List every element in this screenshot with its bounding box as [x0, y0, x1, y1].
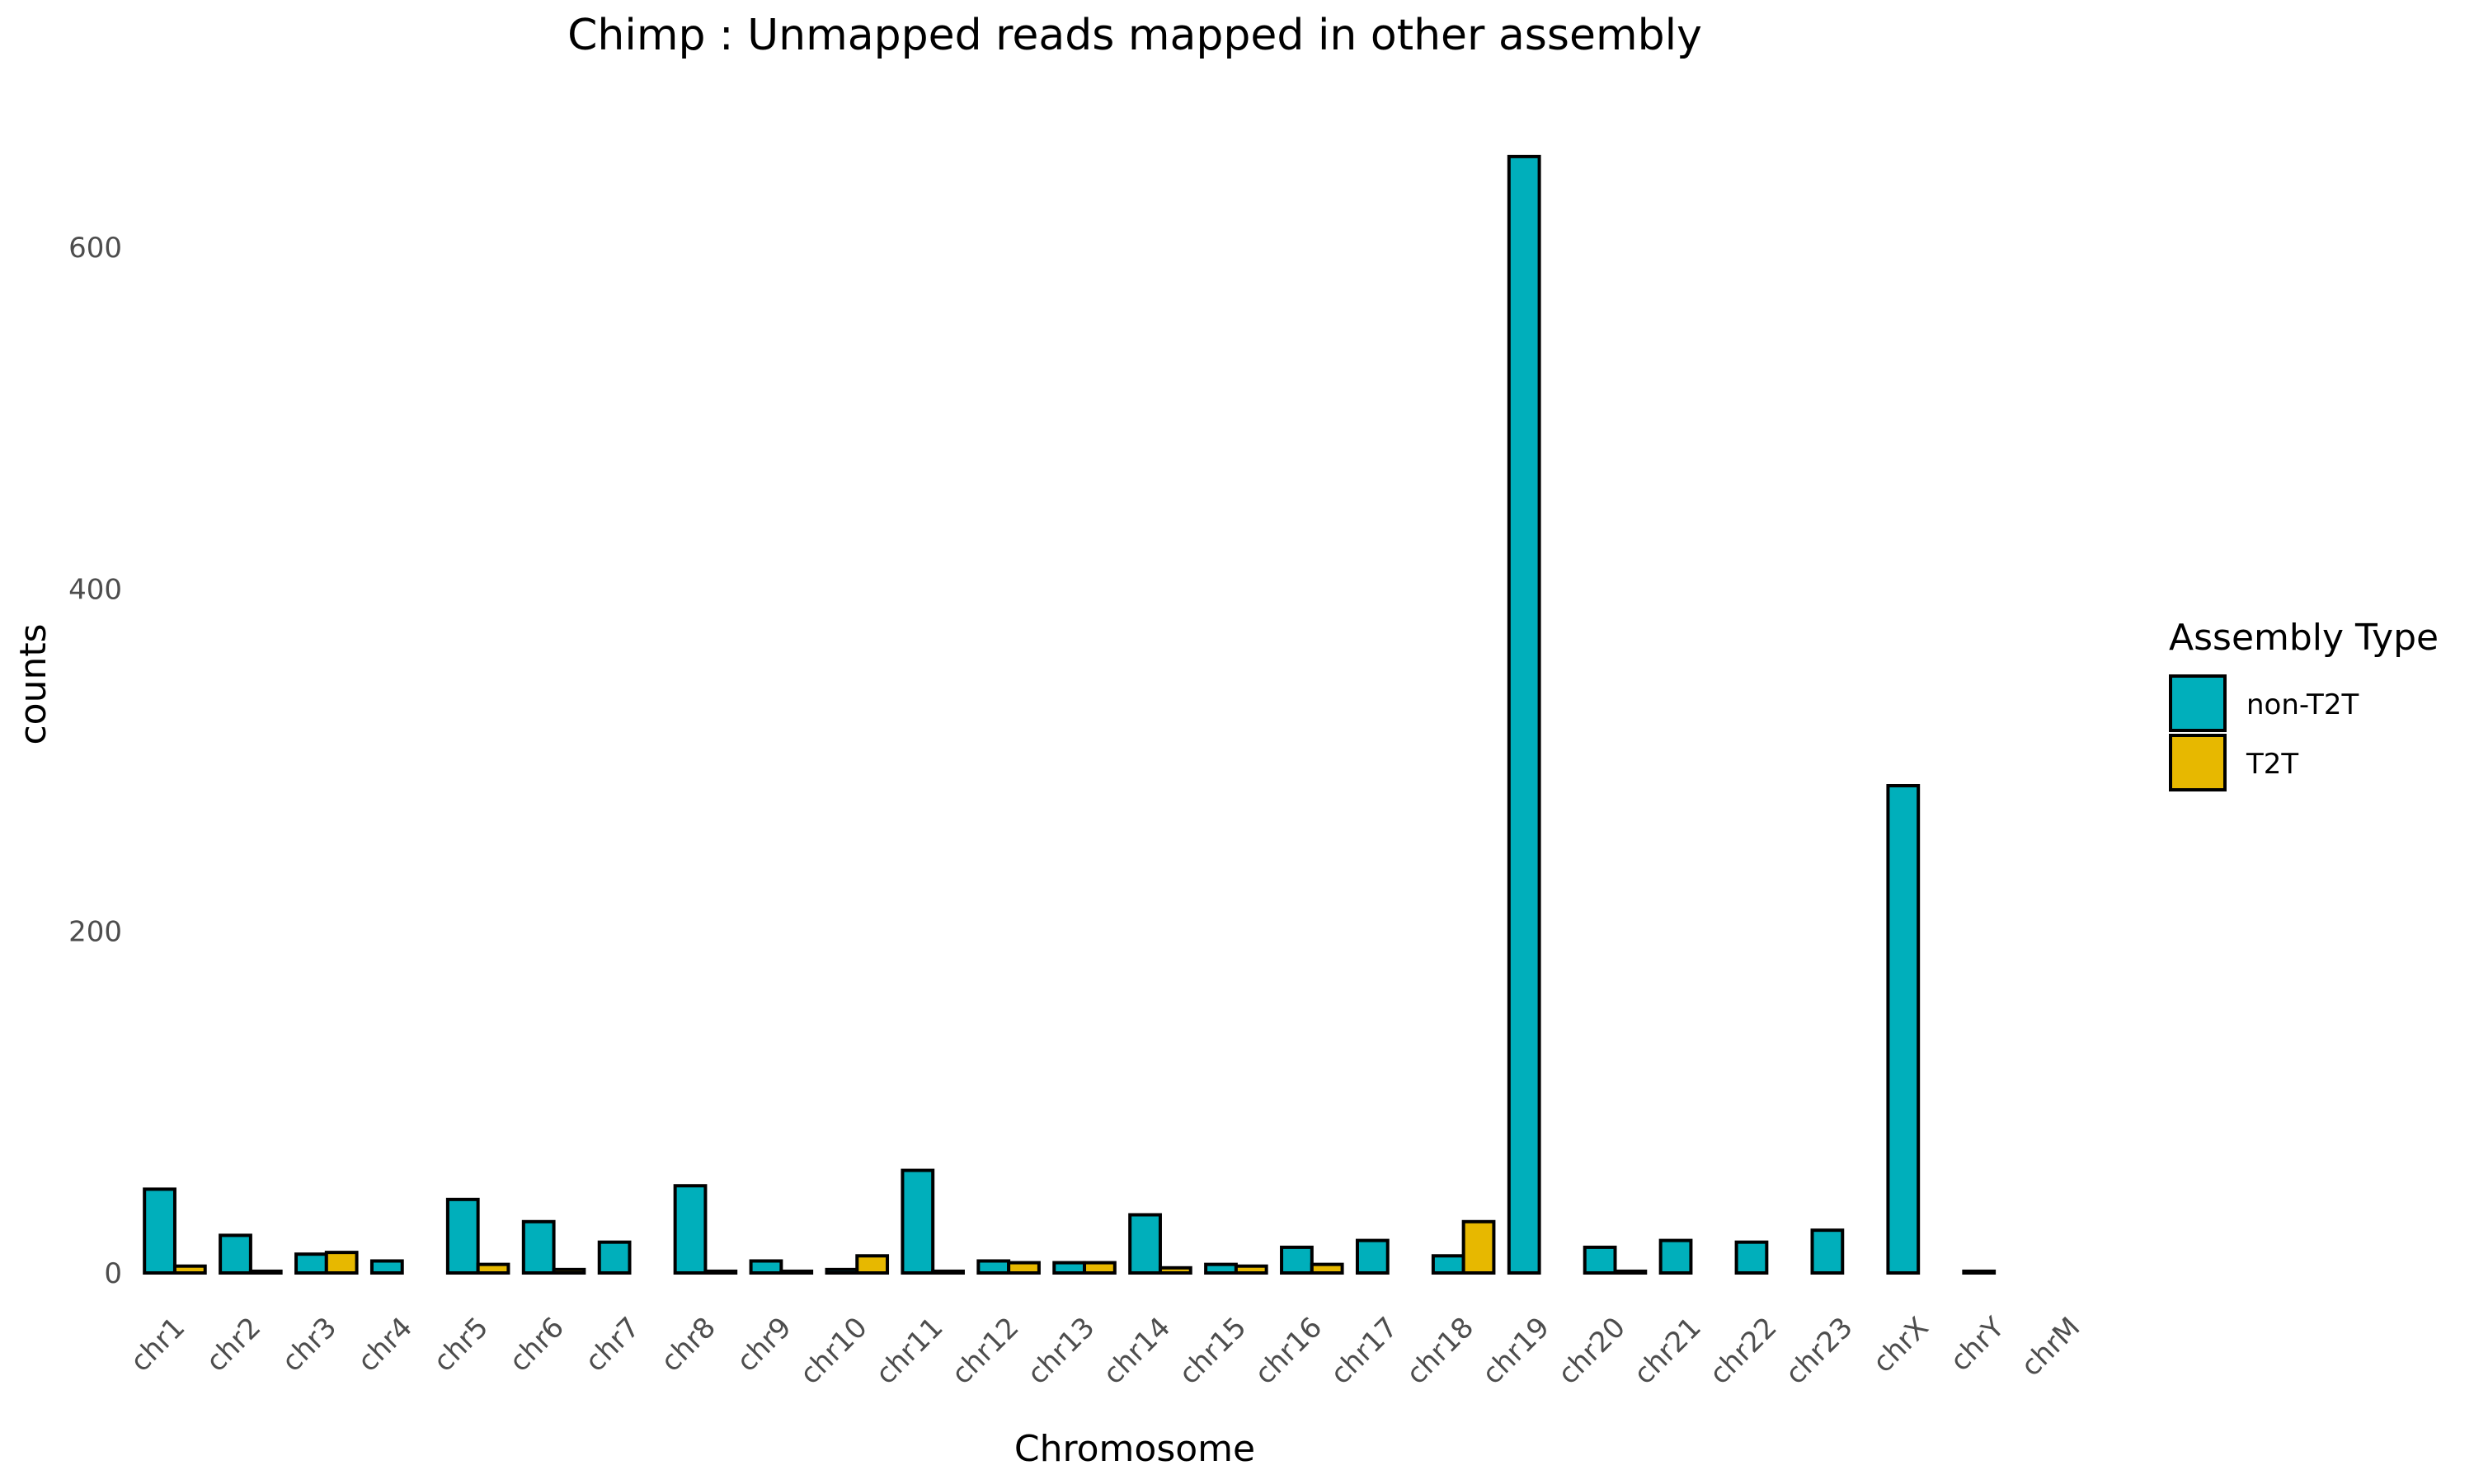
bar-non-t2t-chr18 [1431, 1254, 1465, 1275]
y-axis-title: counts [12, 623, 54, 744]
bar-non-t2t-chr10 [825, 1267, 859, 1275]
bar-t2t-chr18 [1461, 1219, 1496, 1275]
bar-t2t-chr3 [324, 1251, 359, 1275]
bar-non-t2t-chr1 [143, 1187, 176, 1275]
chart-title: Chimp : Unmapped reads mapped in other a… [567, 11, 1702, 60]
legend-label-t2t: T2T [2246, 748, 2298, 781]
x-tick-label-chr19: chr19 [1476, 1311, 1556, 1391]
bar-non-t2t-chrY [1962, 1269, 1997, 1275]
bar-non-t2t-chr8 [673, 1184, 708, 1275]
x-tick-label-chr6: chr6 [503, 1311, 571, 1378]
bar-non-t2t-chr2 [219, 1233, 252, 1275]
bar-t2t-chr11 [931, 1269, 965, 1275]
x-tick-label-chr9: chr9 [731, 1311, 798, 1378]
bar-t2t-chr2 [248, 1269, 283, 1275]
bar-non-t2t-chr17 [1355, 1238, 1390, 1275]
x-tick-label-chr23: chr23 [1779, 1311, 1859, 1391]
bar-t2t-chr6 [552, 1267, 586, 1275]
y-tick-label-400: 400 [68, 574, 122, 607]
bar-t2t-chr12 [1007, 1261, 1041, 1275]
x-tick-label-chr7: chr7 [579, 1311, 647, 1378]
x-tick-label-chr21: chr21 [1628, 1311, 1708, 1391]
x-tick-label-chr16: chr16 [1249, 1311, 1329, 1391]
legend-swatch-t2t [2169, 734, 2227, 791]
x-tick-label-chr5: chr5 [427, 1311, 495, 1378]
legend-title: Assembly Type [2169, 617, 2439, 659]
y-tick-label-600: 600 [68, 232, 122, 265]
bar-non-t2t-chr19 [1507, 154, 1541, 1275]
x-tick-label-chr4: chr4 [351, 1311, 419, 1378]
x-tick-label-chr22: chr22 [1703, 1311, 1783, 1391]
bar-non-t2t-chr12 [976, 1259, 1011, 1275]
bar-non-t2t-chr11 [901, 1168, 935, 1275]
x-tick-label-chrY: chrY [1944, 1311, 2011, 1378]
x-tick-label-chrX: chrX [1866, 1311, 1935, 1379]
bar-non-t2t-chr20 [1583, 1245, 1617, 1275]
bar-t2t-chr5 [476, 1262, 510, 1275]
y-tick-label-200: 200 [68, 915, 122, 948]
bar-non-t2t-chr21 [1658, 1238, 1693, 1275]
bar-t2t-chr14 [1158, 1266, 1192, 1275]
x-tick-label-chr8: chr8 [655, 1311, 722, 1378]
bar-t2t-chr13 [1083, 1261, 1117, 1275]
x-tick-label-chr10: chr10 [793, 1311, 873, 1391]
bar-non-t2t-chrX [1886, 784, 1921, 1275]
bar-non-t2t-chr6 [521, 1219, 556, 1275]
bar-non-t2t-chr7 [597, 1240, 632, 1275]
x-tick-label-chr12: chr12 [945, 1311, 1025, 1391]
bars-layer [143, 154, 1997, 1275]
bar-non-t2t-chr16 [1280, 1245, 1314, 1275]
bar-non-t2t-chr14 [1128, 1213, 1162, 1275]
bar-non-t2t-chr3 [294, 1252, 328, 1275]
x-tick-label-chr3: chr3 [275, 1311, 343, 1378]
bar-non-t2t-chr9 [749, 1259, 783, 1275]
y-axis-ticks: 0 200 400 600 [68, 232, 122, 1290]
bar-non-t2t-chr23 [1810, 1228, 1845, 1275]
x-tick-label-chr11: chr11 [869, 1311, 949, 1391]
x-tick-label-chr18: chr18 [1400, 1311, 1480, 1391]
bar-non-t2t-chr22 [1734, 1240, 1769, 1275]
legend-label-non-t2t: non-T2T [2246, 688, 2359, 721]
x-axis-ticks: chr1 chr2 chr3 chr4 chr5 chr6 chr7 chr8 chr9chr1… [124, 1311, 2086, 1391]
bar-t2t-chr1 [172, 1264, 207, 1275]
legend: Assembly Type non-T2T T2T [2169, 617, 2439, 791]
bar-t2t-chr16 [1310, 1262, 1344, 1275]
bar-t2t-chr15 [1234, 1264, 1268, 1275]
x-tick-label-chr13: chr13 [1021, 1311, 1101, 1391]
bar-non-t2t-chr4 [369, 1259, 404, 1275]
bar-t2t-chr10 [855, 1254, 890, 1275]
x-tick-label-chr17: chr17 [1324, 1311, 1404, 1391]
bar-t2t-chr9 [779, 1269, 814, 1275]
bar-t2t-chr20 [1613, 1269, 1648, 1275]
x-tick-label-chr15: chr15 [1173, 1311, 1253, 1391]
bar-non-t2t-chr15 [1204, 1262, 1238, 1275]
y-tick-label-0: 0 [104, 1257, 122, 1290]
x-tick-label-chr14: chr14 [1097, 1311, 1177, 1391]
bar-t2t-chr8 [703, 1269, 738, 1275]
bar-non-t2t-chr5 [445, 1197, 480, 1275]
x-axis-title: Chromosome [1014, 1428, 1255, 1470]
bar-non-t2t-chr13 [1052, 1261, 1087, 1275]
x-tick-label-chr20: chr20 [1552, 1311, 1632, 1391]
legend-swatch-non-t2t [2169, 674, 2227, 732]
x-tick-label-chr1: chr1 [124, 1311, 191, 1378]
x-tick-label-chr2: chr2 [200, 1311, 267, 1378]
x-tick-label-chrM: chrM [2015, 1311, 2086, 1383]
